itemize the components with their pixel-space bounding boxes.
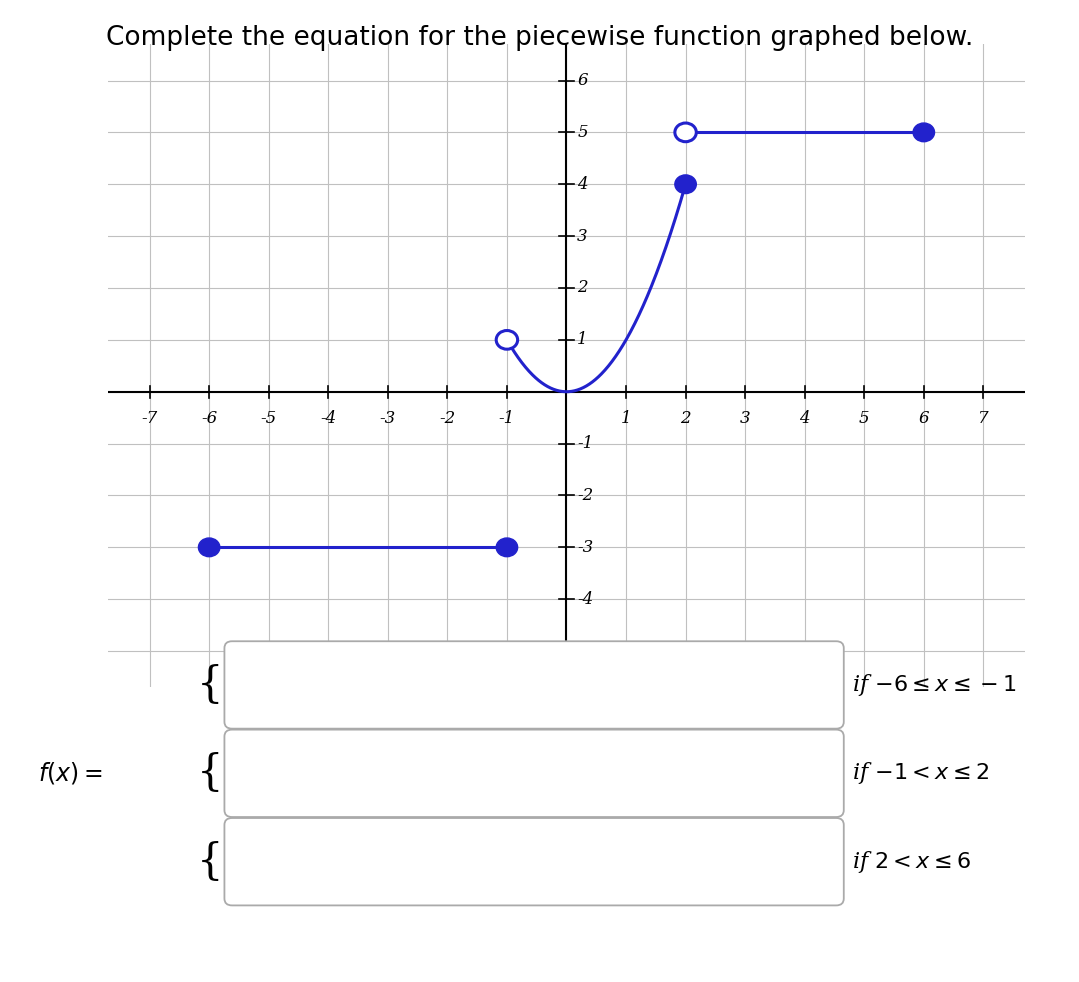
Text: 3: 3 [740,409,751,427]
Text: -6: -6 [201,409,217,427]
Circle shape [674,123,696,141]
Text: -1: -1 [577,435,593,452]
Text: -2: -2 [439,409,455,427]
Text: 6: 6 [577,72,588,89]
Text: 6: 6 [918,409,929,427]
Text: -3: -3 [577,539,593,556]
Circle shape [496,331,518,350]
Text: Complete the equation for the piecewise function graphed below.: Complete the equation for the piecewise … [106,25,973,50]
Text: if $2 < x \leq 6$: if $2 < x \leq 6$ [852,848,971,875]
Text: -5: -5 [577,642,593,660]
Text: -5: -5 [260,409,277,427]
Text: 7: 7 [978,409,988,427]
Text: -4: -4 [577,591,593,608]
Circle shape [913,123,934,141]
Text: {: { [197,664,223,706]
Text: 2: 2 [680,409,691,427]
Text: 4: 4 [800,409,810,427]
Text: 4: 4 [577,176,588,192]
Text: -7: -7 [141,409,158,427]
Circle shape [496,538,518,557]
Circle shape [199,538,220,557]
Text: 1: 1 [577,331,588,349]
Text: if $-1 < x \leq 2$: if $-1 < x \leq 2$ [852,760,989,787]
Text: 2: 2 [577,280,588,297]
Text: 5: 5 [859,409,870,427]
Text: {: { [197,752,223,794]
Text: 1: 1 [620,409,631,427]
Text: 5: 5 [577,124,588,140]
Text: if $-6 \leq x \leq -1$: if $-6 \leq x \leq -1$ [852,672,1016,698]
Text: 3: 3 [577,228,588,245]
Text: -3: -3 [380,409,396,427]
Text: -2: -2 [577,487,593,504]
Text: -4: -4 [320,409,337,427]
Text: -1: -1 [498,409,515,427]
Circle shape [674,175,696,193]
Text: $f(x) =$: $f(x) =$ [38,760,103,787]
Text: {: { [197,841,223,883]
